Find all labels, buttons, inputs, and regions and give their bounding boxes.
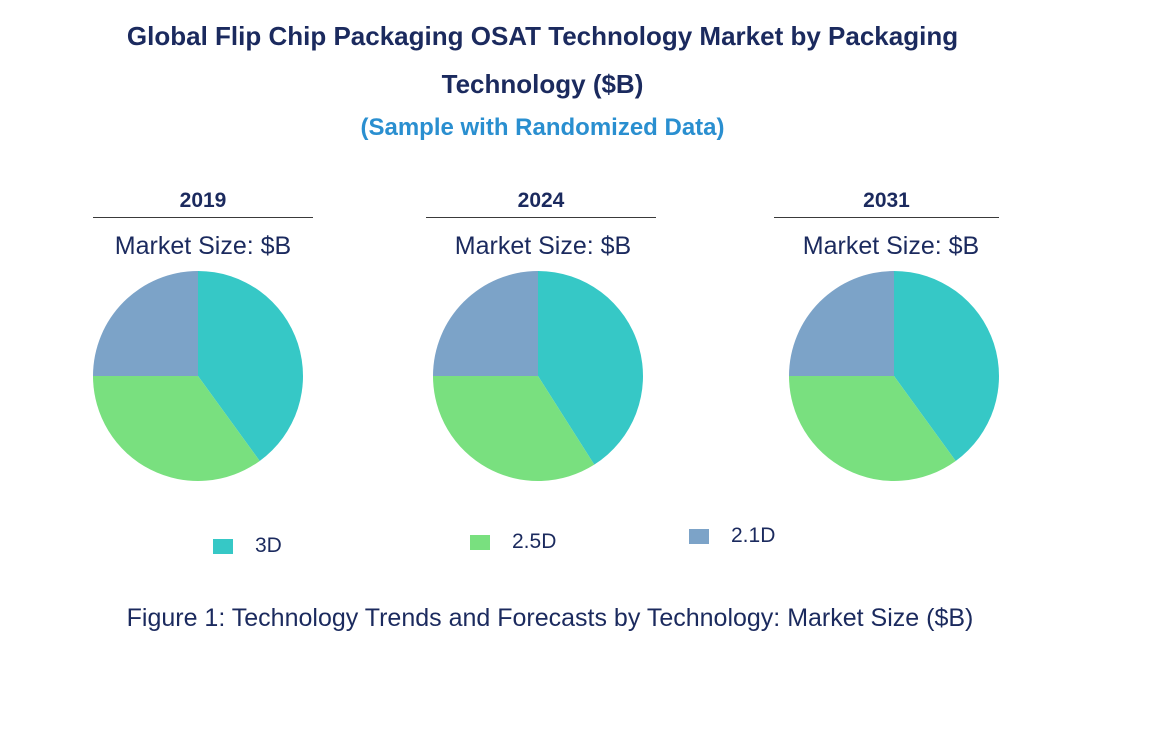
pie-title-rule: [426, 217, 656, 218]
pie-chart-2019: [93, 271, 303, 481]
pie-slice-3d-2024: [538, 271, 643, 465]
pie-slice-2-5d-2031: [789, 376, 956, 481]
market-size-label: Market Size: $B: [454, 232, 632, 260]
chart-title: Global Flip Chip Packaging OSAT Technolo…: [126, 21, 959, 99]
legend-item-2-1d: 2.1D: [689, 522, 775, 550]
market-size-label: Market Size: $B: [114, 232, 292, 260]
pie-slice-2-5d-2024: [433, 376, 595, 481]
pie-slice-2-1d-2024: [433, 271, 538, 376]
market-size-label: Market Size: $B: [802, 232, 980, 260]
legend-swatch-2-1d: [689, 528, 709, 544]
pie-slice-2-1d-2019: [93, 271, 198, 376]
pie-chart-2031: [789, 271, 999, 481]
figure-caption: Figure 1: Technology Trends and Forecast…: [126, 604, 974, 632]
legend-label-3d: 3D: [255, 534, 282, 557]
legend-item-3d: 3D: [213, 532, 282, 560]
chart-subtitle: (Sample with Randomized Data): [360, 114, 725, 141]
pie-title-rule: [93, 217, 313, 218]
pie-title-rule: [774, 217, 999, 218]
legend-item-2-5d: 2.5D: [470, 528, 556, 556]
pie-chart-2024: [433, 271, 643, 481]
pie-title-2031: 2031: [863, 189, 910, 212]
pie-slice-3d-2031: [894, 271, 999, 461]
legend-swatch-3d: [213, 538, 233, 554]
pie-slice-2-1d-2031: [789, 271, 894, 376]
pie-title-2024: 2024: [517, 189, 565, 212]
pie-slice-2-5d-2019: [93, 376, 260, 481]
legend-swatch-2-5d: [470, 534, 490, 550]
pie-slice-3d-2019: [198, 271, 303, 461]
legend-label-2-1d: 2.1D: [731, 524, 776, 547]
legend-label-2-5d: 2.5D: [512, 530, 557, 553]
pie-title-2019: 2019: [179, 189, 227, 212]
